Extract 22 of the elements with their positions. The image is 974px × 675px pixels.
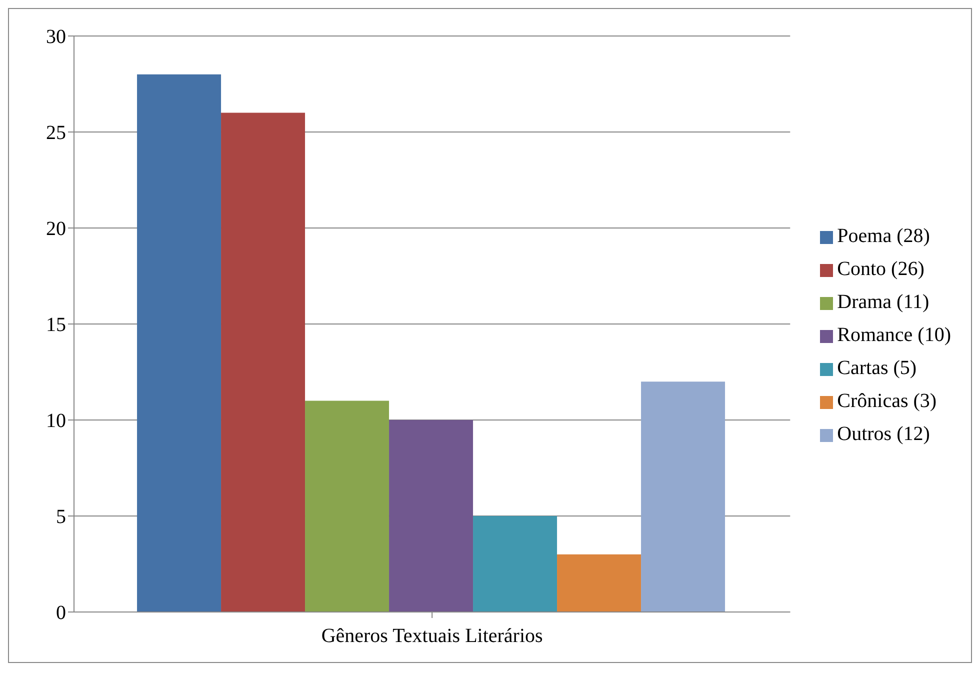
bar <box>389 420 474 612</box>
x-tick-label: Gêneros Textuais Literários <box>321 625 544 648</box>
bar <box>221 112 306 612</box>
legend-label: Crônicas (3) <box>837 390 937 412</box>
y-tick-label: 0 <box>56 602 66 624</box>
legend-label: Cartas (5) <box>837 357 917 379</box>
y-tick-label: 10 <box>46 410 66 432</box>
y-tick-label: 20 <box>46 218 66 240</box>
bar <box>305 400 390 612</box>
bar <box>557 554 642 612</box>
y-tick-label: 5 <box>56 506 66 528</box>
y-tick-label: 30 <box>46 26 66 48</box>
legend-label: Outros (12) <box>837 423 930 445</box>
y-tick-label: 15 <box>46 314 66 336</box>
bar <box>641 382 726 612</box>
legend-label: Poema (28) <box>837 225 930 247</box>
legend-label: Conto (26) <box>837 258 924 280</box>
y-tick-label: 25 <box>46 122 66 144</box>
bar <box>137 74 222 612</box>
bar <box>473 516 558 612</box>
legend-label: Drama (11) <box>837 291 930 313</box>
legend-label: Romance (10) <box>837 324 951 346</box>
